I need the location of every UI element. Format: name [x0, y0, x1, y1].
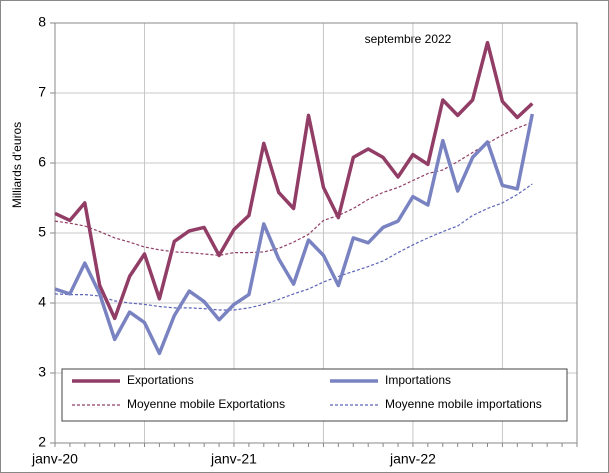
series-line: [54, 113, 535, 356]
legend-label: Exportations: [127, 373, 194, 387]
moving-average-line: [54, 183, 533, 311]
x-tick-label: janv-22: [389, 451, 436, 467]
moving-average-line: [54, 121, 533, 256]
y-tick-label: 5: [38, 224, 46, 240]
legend-label: Moyenne mobile importations: [385, 397, 542, 411]
x-tick-label: janv-21: [210, 451, 257, 467]
legend-label: Moyenne mobile Exportations: [127, 397, 285, 411]
x-tick-label: janv-20: [31, 451, 78, 467]
plot-border: [54, 22, 578, 444]
y-axis-label: Milliards d'euros: [10, 122, 24, 208]
y-tick-label: 3: [38, 364, 46, 380]
annotation: septembre 2022: [365, 32, 452, 46]
y-tick-label: 2: [38, 434, 46, 450]
y-tick-label: 8: [38, 14, 46, 30]
legend-label: Importations: [385, 373, 451, 387]
legend: [61, 368, 568, 422]
series-line: [54, 40, 534, 321]
y-tick-label: 6: [38, 154, 46, 170]
y-tick-label: 7: [38, 84, 46, 100]
y-tick-label: 4: [38, 294, 46, 310]
